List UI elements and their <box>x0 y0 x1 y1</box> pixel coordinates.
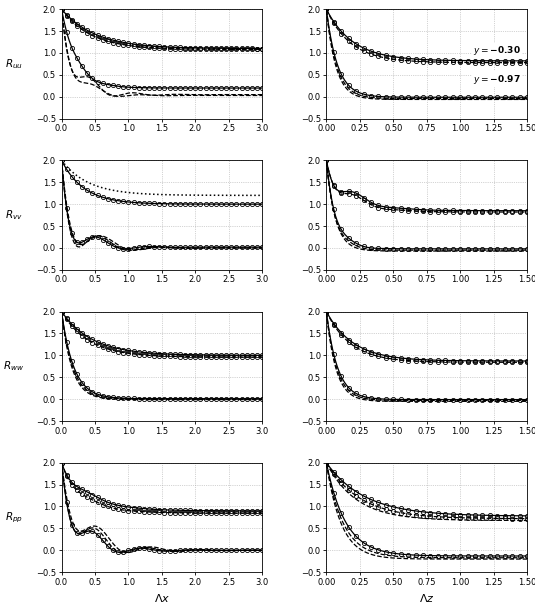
Y-axis label: $R_{ww}$: $R_{ww}$ <box>3 359 24 373</box>
Y-axis label: $R_{pp}$: $R_{pp}$ <box>5 510 22 524</box>
Y-axis label: $R_{uu}$: $R_{uu}$ <box>5 57 22 71</box>
X-axis label: $\Lambda x$: $\Lambda x$ <box>154 592 170 604</box>
Text: $y = \mathbf{-0.97}$: $y = \mathbf{-0.97}$ <box>473 73 521 86</box>
X-axis label: $\Lambda z$: $\Lambda z$ <box>419 592 434 604</box>
Text: $y = \mathbf{-0.30}$: $y = \mathbf{-0.30}$ <box>473 44 521 58</box>
Y-axis label: $R_{vv}$: $R_{vv}$ <box>5 208 22 222</box>
